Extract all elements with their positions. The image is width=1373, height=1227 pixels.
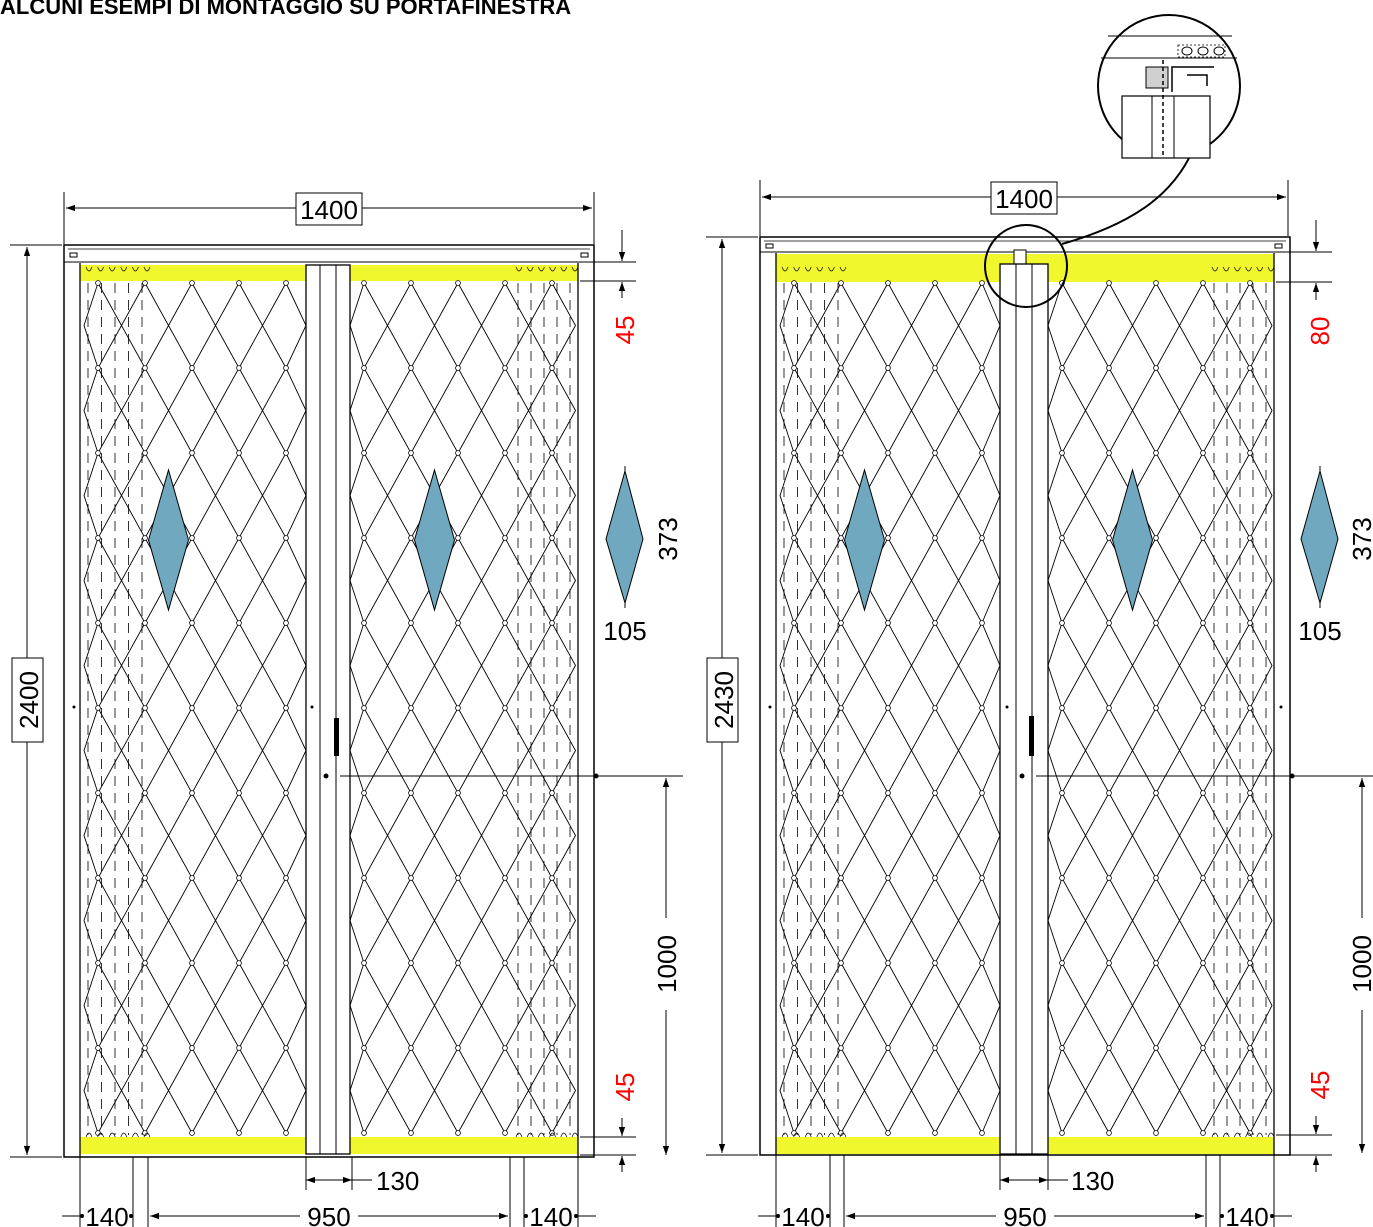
post-width-dimension: 130	[999, 1155, 1114, 1196]
lock-height-dimension: 1000	[340, 775, 683, 1155]
jambs	[775, 253, 1275, 1155]
width-dimension: 1400	[63, 192, 595, 244]
height-dimension: 2400	[10, 244, 62, 1158]
right-pack-value: 140	[529, 1202, 572, 1227]
stacked-pack-right	[1211, 266, 1275, 1138]
right-pack-value: 140	[1225, 1202, 1268, 1227]
top-clearance-value: 45	[610, 316, 640, 345]
height-value: 2430	[709, 671, 739, 729]
bottom-split-dimension: 140 950 140	[62, 1157, 596, 1227]
lock-height-dimension: 1000	[1036, 775, 1373, 1153]
fixing-point	[1279, 705, 1283, 709]
post-width-value: 130	[1071, 1166, 1114, 1196]
post-width-dimension: 130	[305, 1157, 419, 1196]
mesh-diamond-dimension: 373 105	[603, 466, 683, 646]
lock-height-value: 1000	[652, 935, 682, 993]
diamond-width-value: 105	[1298, 616, 1341, 646]
passage-value: 950	[307, 1202, 350, 1227]
width-value: 1400	[995, 184, 1053, 214]
central-post	[999, 249, 1049, 1155]
fixing-point	[72, 705, 76, 709]
post-width-value: 130	[376, 1166, 419, 1196]
window-frame	[759, 236, 1291, 1156]
height-dimension: 2430	[706, 236, 758, 1156]
fixing-point	[1005, 705, 1009, 709]
stacked-pack-left	[781, 266, 847, 1138]
bottom-clearance-dimension: 45	[1276, 1071, 1335, 1172]
grille-mesh-right	[349, 280, 577, 1136]
bottom-clearance-value: 45	[1305, 1071, 1335, 1100]
diamond-height-value: 373	[653, 517, 683, 560]
lock-height-value: 1000	[1347, 935, 1373, 993]
left-jamb	[79, 263, 579, 1157]
window-frame	[63, 244, 595, 1158]
detail-callout	[984, 14, 1241, 308]
page-title: ALCUNI ESEMPI DI MONTAGGIO SU PORTAFINES…	[0, 0, 572, 19]
width-dimension: 1400	[759, 180, 1289, 236]
passage-value: 950	[1003, 1202, 1046, 1227]
example-right: 1400 2430 80 373 105	[706, 14, 1373, 1227]
bottom-split-dimension: 140 950 140	[758, 1155, 1292, 1227]
stacked-pack-left	[85, 266, 151, 1138]
width-value: 1400	[300, 195, 358, 225]
left-pack-value: 140	[781, 1202, 824, 1227]
bottom-clearance-dimension: 45	[580, 1073, 640, 1172]
fixing-point	[768, 705, 772, 709]
left-pack-value: 140	[85, 1202, 128, 1227]
diamond-height-value: 373	[1347, 517, 1373, 560]
stacked-pack-right	[515, 266, 579, 1138]
example-left: 1400 2400 45 373 105	[10, 192, 683, 1227]
diamond-width-value: 105	[603, 616, 646, 646]
top-clearance-dimension: 45	[580, 230, 640, 344]
central-post	[305, 264, 351, 1155]
grille-mesh-left	[779, 280, 1001, 1136]
top-clearance-dimension: 80	[1276, 220, 1335, 345]
grille-mesh-left	[83, 280, 307, 1136]
mesh-diamond-dimension: 373 105	[1298, 466, 1373, 646]
fixing-point	[310, 705, 314, 709]
height-value: 2400	[14, 671, 44, 729]
grille-mesh-right	[1047, 280, 1273, 1136]
bottom-clearance-value: 45	[610, 1073, 640, 1102]
top-clearance-value: 80	[1305, 317, 1335, 346]
